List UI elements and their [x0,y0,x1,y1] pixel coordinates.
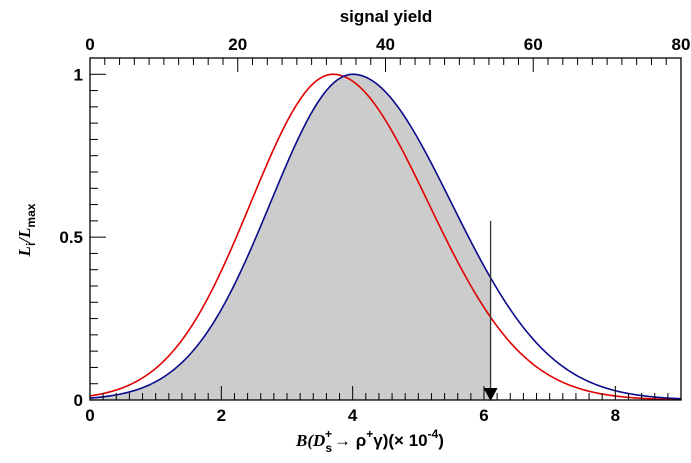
top-tick-label: 20 [228,35,247,54]
x-tick-label: 0 [85,406,94,425]
top-tick-label: 60 [524,35,543,54]
shaded-area [90,74,491,400]
x-tick-label: 4 [348,406,358,425]
likelihood-curves [90,73,681,400]
top-axis-title: signal yield [340,7,433,26]
likelihood-curve [90,73,681,400]
y-tick-label: 0 [74,391,83,410]
x-axis-title: B(Ds+ → ρ+γ)(× 10-4) [295,427,444,455]
y-axis-title: Li/Lmax [15,203,38,257]
y-tick-label: 0.5 [59,228,83,247]
top-tick-label: 40 [376,35,395,54]
x-tick-label: 6 [479,406,488,425]
top-tick-label: 0 [85,35,94,54]
likelihood-curve [90,73,681,400]
limit-arrowhead [483,388,498,401]
x-tick-label: 2 [217,406,226,425]
top-tick-label: 80 [672,35,691,54]
integrated-area [90,74,491,400]
y-tick-label: 1 [74,65,83,84]
x-tick-label: 8 [611,406,620,425]
upper-limit-marker [483,220,498,401]
